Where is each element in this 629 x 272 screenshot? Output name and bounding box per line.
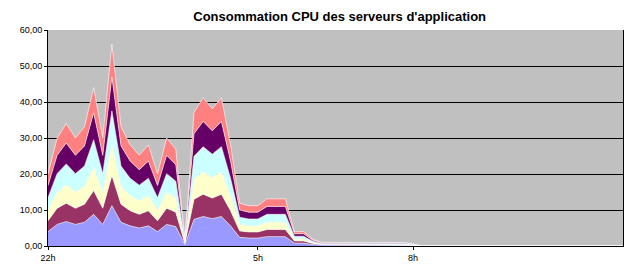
svg-text:Consommation CPU des serveurs: Consommation CPU des serveurs d'applicat…	[193, 9, 486, 24]
svg-text:50,00: 50,00	[20, 61, 43, 71]
svg-text:10,00: 10,00	[20, 205, 43, 215]
svg-text:60,00: 60,00	[20, 25, 43, 35]
svg-text:30,00: 30,00	[20, 133, 43, 143]
svg-text:5h: 5h	[253, 253, 263, 263]
svg-text:0,00: 0,00	[25, 241, 43, 251]
svg-text:40,00: 40,00	[20, 97, 43, 107]
svg-text:8h: 8h	[408, 253, 418, 263]
svg-text:20,00: 20,00	[20, 169, 43, 179]
svg-text:22h: 22h	[40, 253, 55, 263]
